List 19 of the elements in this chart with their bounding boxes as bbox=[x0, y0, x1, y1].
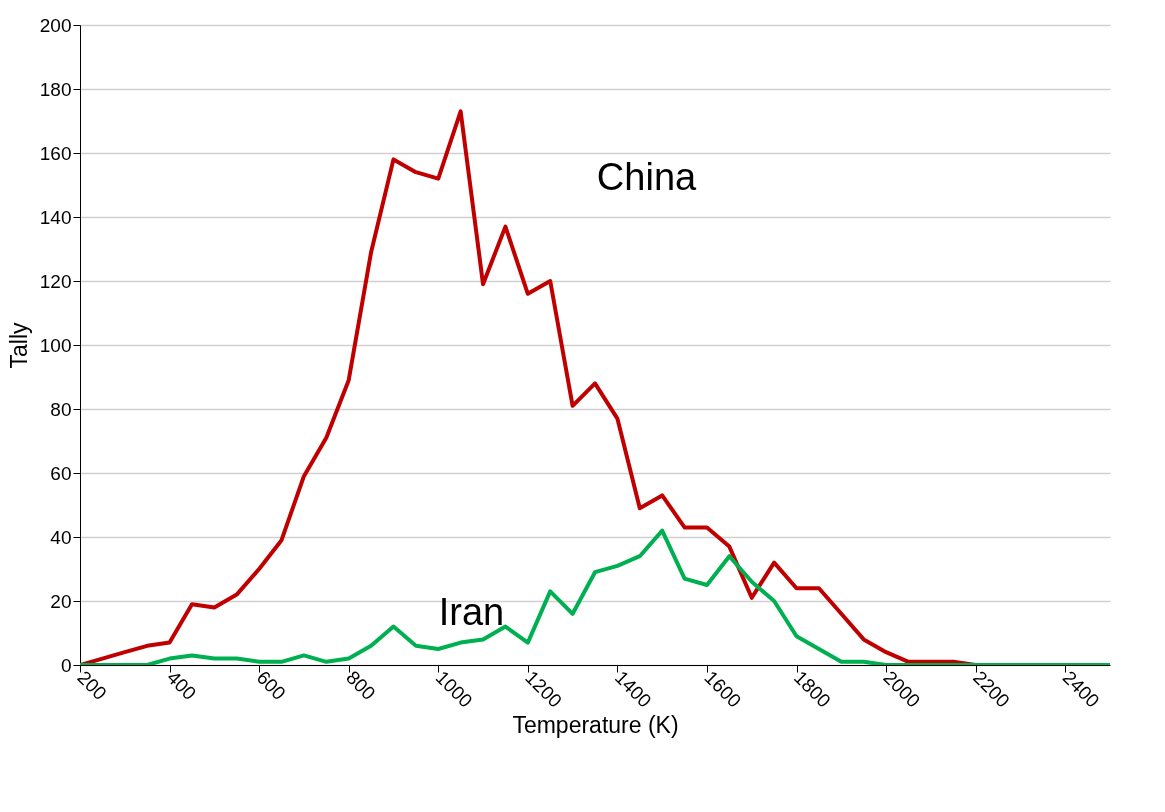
y-tick-label: 200 bbox=[39, 14, 72, 36]
x-tick-label: 200 bbox=[73, 666, 111, 704]
text: China bbox=[596, 155, 697, 198]
y-tick-label: 100 bbox=[39, 334, 72, 356]
y-tick-label: 140 bbox=[39, 206, 72, 228]
y-tick-label: 60 bbox=[50, 462, 72, 484]
y-tick-label: 180 bbox=[39, 78, 72, 100]
y-tick-label: 120 bbox=[39, 270, 72, 292]
y-tick-label: 40 bbox=[50, 526, 72, 548]
y-tick-label: 0 bbox=[60, 654, 72, 676]
x-tick-label: 400 bbox=[162, 666, 201, 704]
x-tick-label: 800 bbox=[342, 666, 380, 704]
x-tick-label: 600 bbox=[252, 666, 290, 704]
y-tick-label: 20 bbox=[50, 590, 72, 612]
x-axis-title: Temperature (K) bbox=[512, 712, 679, 739]
y-tick-label: 160 bbox=[39, 142, 72, 164]
y-tick-label: 80 bbox=[50, 398, 72, 420]
series-label: Iran bbox=[438, 590, 505, 633]
y-axis-title: Tally bbox=[5, 322, 32, 369]
